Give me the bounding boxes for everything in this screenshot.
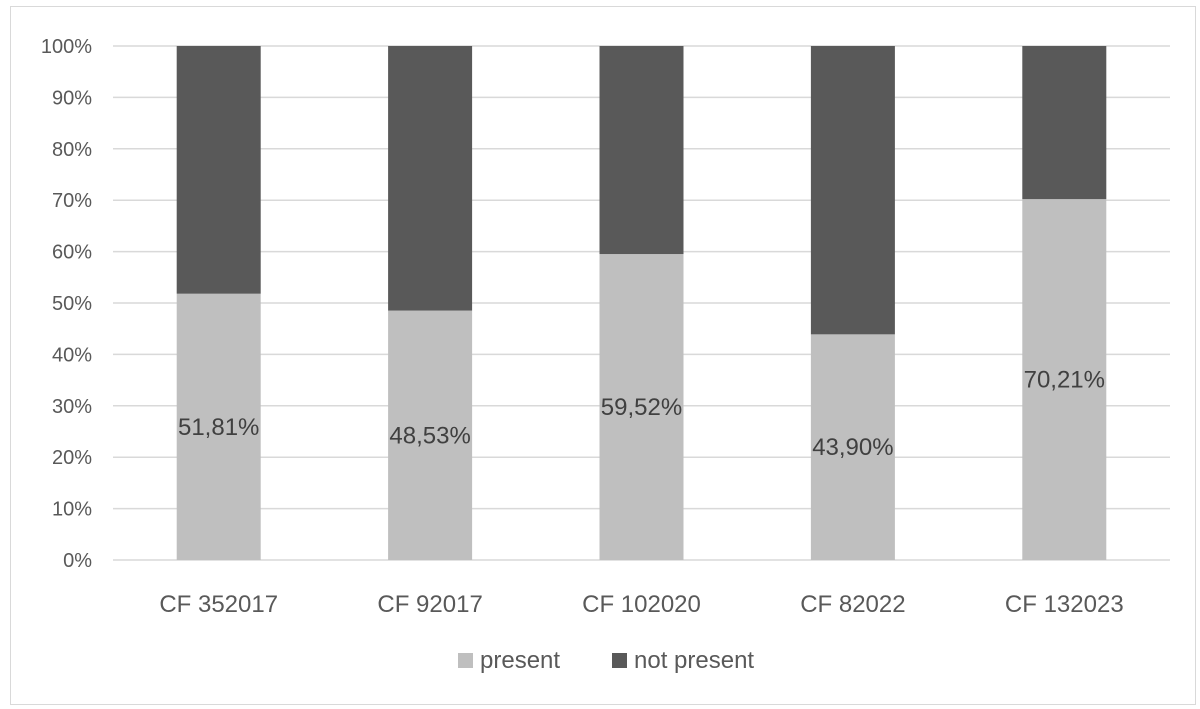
y-tick-label: 0% <box>63 550 92 572</box>
y-tick-label: 60% <box>52 242 92 264</box>
y-tick-label: 10% <box>52 499 92 521</box>
legend-label: present <box>480 647 560 674</box>
data-labels: 51,81% 48,53% 59,52% 43,90% 70,21% <box>178 367 1105 462</box>
data-label: 59,52% <box>601 394 682 421</box>
data-label: 70,21% <box>1024 367 1105 394</box>
data-label: 43,90% <box>812 434 893 461</box>
x-category-label: CF 352017 <box>159 591 278 618</box>
x-axis-categories: CF 352017 CF 92017 CF 102020 CF 82022 CF 132… <box>159 591 1123 618</box>
bar-not-present <box>388 46 473 311</box>
y-tick-label: 80% <box>52 139 92 161</box>
bar-not-present <box>599 46 684 255</box>
bar-present <box>1022 199 1107 560</box>
legend-label: not present <box>634 647 754 674</box>
bar-not-present <box>176 46 261 294</box>
data-label: 51,81% <box>178 414 259 441</box>
data-label: 48,53% <box>389 422 470 449</box>
x-category-label: CF 92017 <box>377 591 482 618</box>
y-tick-label: 100% <box>41 36 92 58</box>
bar-not-present <box>810 46 895 335</box>
x-category-label: CF 132023 <box>1005 591 1124 618</box>
bar-present <box>599 254 684 560</box>
y-tick-label: 40% <box>52 344 92 366</box>
y-tick-label: 50% <box>52 293 92 315</box>
y-tick-label: 90% <box>52 87 92 109</box>
y-tick-label: 70% <box>52 190 92 212</box>
bar-not-present <box>1022 46 1107 200</box>
legend-swatch <box>612 653 627 668</box>
legend-swatch <box>458 653 473 668</box>
bar-present <box>176 293 261 560</box>
legend: present not present <box>458 647 754 674</box>
x-category-label: CF 102020 <box>582 591 701 618</box>
bars <box>176 46 1107 560</box>
bar-present <box>388 310 473 560</box>
bar-present <box>810 334 895 560</box>
x-category-label: CF 82022 <box>800 591 905 618</box>
y-tick-label: 30% <box>52 396 92 418</box>
y-axis-ticks: 0% 10% 20% 30% 40% 50% 60% 70% 80% 90% 100% <box>41 36 92 572</box>
y-tick-label: 20% <box>52 447 92 469</box>
